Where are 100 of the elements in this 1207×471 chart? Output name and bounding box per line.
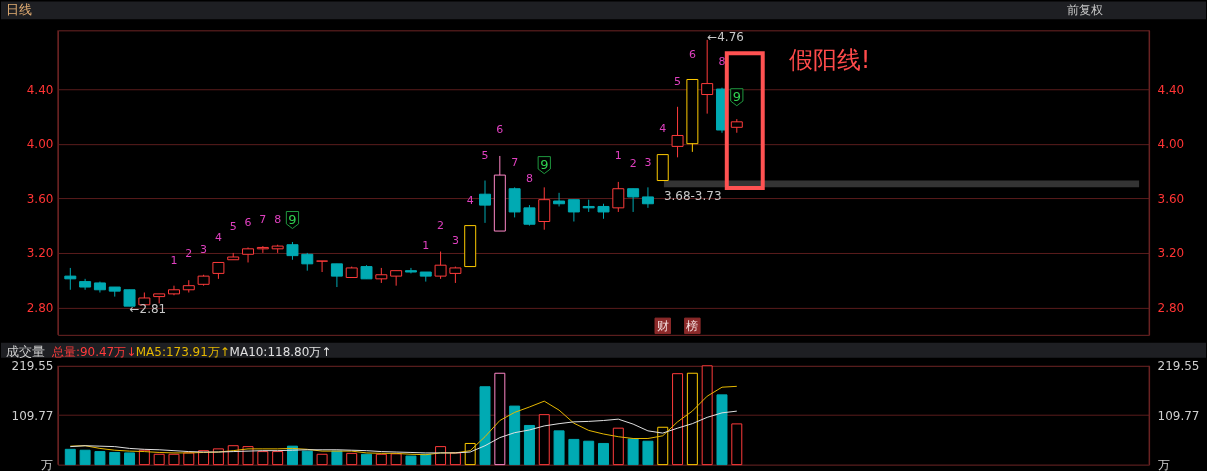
bar	[612, 427, 624, 466]
y2-tick-label: 2.80	[1157, 301, 1185, 316]
annotation: 9	[732, 89, 741, 105]
candlestick	[567, 199, 580, 222]
annotation: 6	[688, 48, 696, 62]
annotation: ←4.76	[707, 30, 744, 45]
annotation: 2	[629, 157, 637, 171]
annotation: 5	[674, 75, 682, 89]
annotation: 榜	[686, 318, 699, 333]
bar	[316, 453, 328, 466]
bar	[331, 450, 343, 466]
bar	[361, 453, 373, 466]
y-tick-label: 万	[41, 458, 54, 471]
chart-title: 成交量	[5, 343, 45, 359]
annotation: 4	[466, 194, 474, 208]
bar	[138, 449, 150, 466]
annotation: 1	[422, 238, 430, 252]
bar	[523, 424, 535, 466]
bar	[79, 449, 91, 466]
candlestick	[627, 188, 640, 213]
annotation: 2	[437, 219, 445, 233]
bar	[657, 426, 669, 466]
annotation: 9	[540, 157, 549, 173]
y2-tick-label: 3.20	[1157, 246, 1185, 261]
annotation: 8	[718, 55, 726, 69]
bar	[686, 372, 698, 466]
annotation: 3	[644, 156, 652, 170]
text: 总量:90.47万↓	[50, 344, 137, 359]
bar	[346, 452, 358, 466]
bar	[449, 452, 461, 466]
bar	[94, 451, 106, 466]
bar	[257, 451, 269, 466]
annotation: 8	[274, 213, 282, 227]
y2-tick-label: 4.40	[1157, 82, 1185, 97]
bar	[494, 372, 506, 466]
y2-tick-label: 万	[1157, 458, 1170, 471]
bar	[405, 455, 417, 466]
candlestick	[64, 267, 77, 291]
y-tick-label: 3.20	[26, 246, 54, 261]
annotation: 3	[200, 242, 208, 256]
text: 前复权	[1067, 3, 1104, 18]
bar	[731, 423, 743, 466]
bar	[568, 438, 580, 466]
annotation: 5	[481, 149, 489, 163]
annotation: 3	[451, 233, 459, 247]
candlestick	[242, 246, 255, 263]
bar	[390, 453, 402, 466]
bar	[124, 452, 136, 466]
candlestick	[701, 39, 714, 115]
candlestick	[316, 260, 329, 273]
chart-title: 日线	[5, 2, 32, 18]
bar	[64, 448, 76, 466]
candlestick	[508, 186, 521, 218]
annotation: 财	[656, 318, 669, 333]
bar	[598, 442, 609, 466]
bar	[583, 440, 595, 466]
annotation: 7	[511, 156, 519, 170]
annotation: 4	[659, 122, 667, 136]
y-tick-label: 109.77	[11, 408, 54, 423]
annotation: 7	[259, 213, 267, 227]
annotation: 9	[288, 212, 297, 228]
annotation: 2	[185, 246, 193, 260]
y-tick-label: 219.55	[11, 359, 54, 374]
bar	[109, 451, 121, 466]
candlestick	[612, 181, 625, 213]
annotation: 1	[170, 253, 178, 267]
candlestick	[641, 186, 654, 209]
candlestick	[671, 106, 684, 158]
annotation: 6	[496, 123, 504, 137]
line-series	[69, 410, 738, 454]
y2-tick-label: 4.00	[1157, 137, 1185, 152]
candlestick	[390, 270, 403, 287]
annotation: 8	[525, 172, 533, 186]
candlestick	[538, 186, 551, 231]
annotation: ←2.81	[129, 301, 167, 316]
bar	[272, 451, 284, 466]
y-tick-label: 3.60	[26, 191, 54, 206]
bar	[627, 438, 639, 466]
annotation: 4	[214, 230, 222, 244]
candlestick	[479, 180, 491, 224]
text: MA5:173.91万↑	[135, 344, 230, 359]
y-tick-label: 4.00	[26, 137, 54, 152]
bar	[301, 450, 313, 466]
annotation: 6	[244, 216, 252, 230]
y-tick-label: 2.80	[26, 301, 54, 316]
candlestick	[434, 251, 447, 280]
bar	[701, 365, 713, 466]
annotation: 假阳线!	[788, 46, 871, 75]
bar	[168, 453, 180, 466]
annotation: 5	[229, 220, 237, 234]
bar	[479, 386, 491, 466]
bar	[553, 430, 565, 466]
candlestick	[523, 204, 536, 227]
bar	[716, 394, 728, 466]
y2-tick-label: 219.55	[1157, 359, 1200, 374]
annotation: 1	[614, 149, 622, 163]
candlestick	[330, 263, 343, 288]
text: MA10:118.80万↑	[229, 344, 332, 359]
line-series	[69, 385, 738, 456]
bar	[642, 440, 654, 466]
